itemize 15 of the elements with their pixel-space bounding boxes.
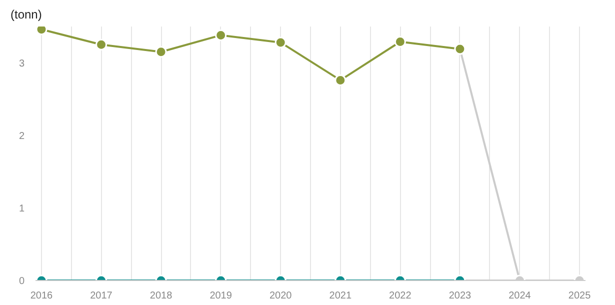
x-tick-label: 2024 bbox=[508, 290, 532, 302]
y-tick-label: 2 bbox=[18, 130, 25, 142]
x-tick-label: 2025 bbox=[568, 290, 592, 302]
x-tick-label: 2018 bbox=[150, 290, 173, 302]
x-tick-label: 2017 bbox=[90, 290, 113, 302]
x-tick-label: 2023 bbox=[448, 290, 472, 302]
y-axis-title: (tonn) bbox=[10, 8, 42, 22]
x-tick-label: 2020 bbox=[269, 290, 292, 302]
y-tick-label: 3 bbox=[18, 58, 25, 70]
x-tick-label: 2022 bbox=[389, 290, 412, 302]
y-tick-label: 0 bbox=[18, 276, 25, 287]
x-tick-label: 2019 bbox=[210, 290, 232, 302]
y-tick-label: 1 bbox=[18, 203, 25, 214]
x-tick-label: 2021 bbox=[329, 290, 352, 302]
x-tick-label: 2016 bbox=[30, 290, 54, 302]
